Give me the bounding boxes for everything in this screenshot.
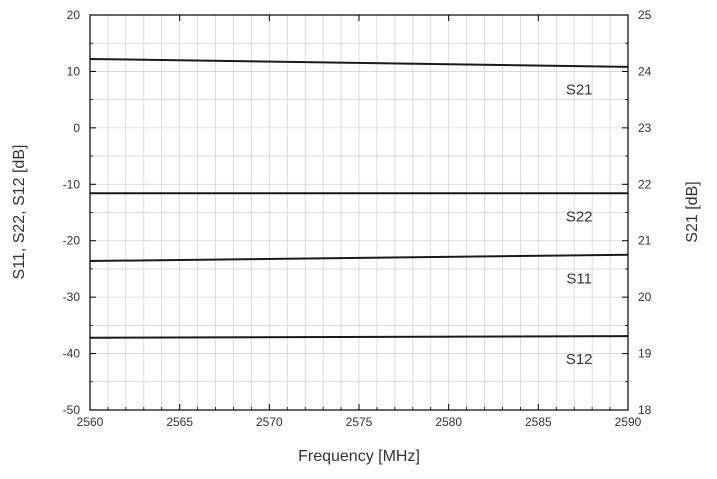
series-line-s11 xyxy=(89,253,629,262)
y-right-tick-label: 19 xyxy=(638,347,652,361)
grid xyxy=(90,15,628,410)
x-tick-label: 2585 xyxy=(525,415,552,429)
series-label-s12: S12 xyxy=(566,351,593,368)
x-tick-label: 2575 xyxy=(346,415,373,429)
y-right-tick-label: 23 xyxy=(638,121,652,135)
y-left-tick-label: -10 xyxy=(63,177,81,191)
x-tick-label: 2570 xyxy=(256,415,283,429)
y-left-tick-label: 10 xyxy=(67,64,81,78)
y-right-tick-label: 21 xyxy=(638,234,652,248)
y-left-tick-label: -40 xyxy=(63,347,81,361)
series-label-s11: S11 xyxy=(566,270,592,287)
series-layer: S21 S22 S11 S12 xyxy=(89,58,629,368)
x-tick-label: 2580 xyxy=(435,415,462,429)
y-right-axis-title: S21 [dB] xyxy=(684,181,701,242)
y-right-tick-label: 18 xyxy=(638,403,652,417)
series-line-s21 xyxy=(89,58,629,68)
y-right-tick-label: 25 xyxy=(638,8,652,22)
y-left-tick-label: -20 xyxy=(63,234,81,248)
series-label-s21: S21 xyxy=(566,81,593,98)
x-tick-label: 2560 xyxy=(77,415,104,429)
series-line-s12 xyxy=(89,335,629,339)
y-right-tick-label: 20 xyxy=(638,290,652,304)
y-left-tick-label: -50 xyxy=(63,403,81,417)
y-right-tick-label: 24 xyxy=(638,64,652,78)
y-left-axis-title: S11, S22, S12 [dB] xyxy=(11,145,28,280)
y-left-tick-label: 20 xyxy=(67,8,81,22)
ticks: 2560 2565 2570 2575 2580 2585 2590 20 10 0 -10 -20 -… xyxy=(63,8,652,429)
y-left-tick-label: 0 xyxy=(73,121,80,135)
y-right-tick-label: 22 xyxy=(638,177,652,191)
x-tick-label: 2590 xyxy=(615,415,642,429)
series-label-s22: S22 xyxy=(566,208,593,225)
y-left-tick-label: -30 xyxy=(63,290,81,304)
x-tick-label: 2565 xyxy=(166,415,193,429)
x-axis-title: Frequency [MHz] xyxy=(298,448,420,465)
